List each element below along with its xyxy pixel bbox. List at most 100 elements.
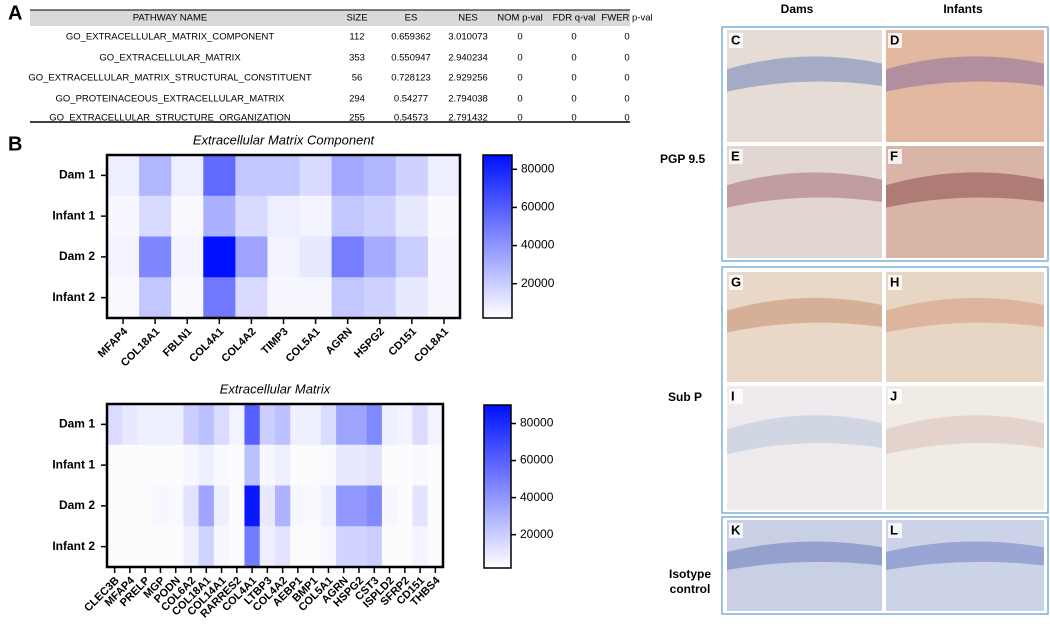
panel-letter: H (890, 274, 899, 289)
heatmap-cell (305, 485, 322, 527)
table-cell: 0 (624, 53, 629, 64)
heatmap-cell (427, 155, 461, 197)
panel-letter: L (890, 522, 898, 537)
heatmap-cell (363, 155, 397, 197)
heatmap-cell (267, 236, 300, 278)
heatmap-cell (168, 526, 184, 568)
column-header: Infants (943, 2, 983, 16)
colorbar-tick-label: 80000 (520, 416, 554, 430)
heatmap-cell (183, 404, 199, 446)
heatmap-cell (397, 526, 413, 568)
heatmap-cell (198, 444, 215, 486)
table-cell: GO_EXTRACELLULAR_MATRIX (99, 53, 241, 64)
row-label: Infant 2 (52, 539, 95, 553)
heatmap-cell (363, 195, 397, 237)
heatmap-cell (235, 195, 268, 237)
table-header: NOM p-val (497, 13, 542, 24)
table-cell: 0 (517, 53, 522, 64)
heatmap-cell (213, 404, 230, 446)
tissue-band (886, 56, 1044, 92)
tissue-band (727, 172, 882, 208)
table-cell: 3.010073 (448, 32, 488, 43)
colorbar-tick-label: 20000 (520, 527, 554, 541)
table: PATHWAY NAME SIZE ES NES NOM p-val FDR q-val F… (28, 13, 652, 124)
heatmap-cell (137, 526, 154, 568)
colorbar-tick-label: 60000 (521, 200, 555, 214)
column-label: AGRN (323, 326, 354, 357)
heatmap-cell (320, 526, 337, 568)
column-header: Dams (781, 2, 814, 16)
heatmap-cell (320, 485, 337, 527)
heatmap-cell (275, 404, 291, 446)
column-label: COL4A2 (219, 326, 258, 365)
tissue-band (886, 297, 1044, 333)
heatmap-cell (299, 277, 332, 319)
heatmap-cell (213, 526, 230, 568)
label-bg (888, 275, 902, 290)
heatmap-cell (198, 404, 215, 446)
heatmap-cell (363, 236, 397, 278)
heatmap-cell (107, 236, 140, 278)
panel-letter: G (731, 274, 741, 289)
heatmap-cell (427, 236, 461, 278)
heatmap-cell (267, 195, 300, 237)
heatmap-cell (275, 526, 291, 568)
heatmap-cell (351, 444, 367, 486)
heatmap-cell (213, 485, 230, 527)
heatmap-cell (244, 485, 261, 527)
column-label: COL4A1 (187, 326, 226, 365)
heatmap-cell (244, 526, 261, 568)
table-cell: 0 (571, 53, 576, 64)
table-header: FDR q-val (553, 13, 596, 24)
heatmap-cell (299, 195, 332, 237)
heatmaps: Extracellular Matrix Component Dam 1 Infan… (52, 132, 554, 620)
heatmap-cell (305, 526, 322, 568)
panel-letter: E (731, 148, 740, 163)
table-cell: 0 (624, 32, 629, 43)
table-cell: GO_EXTRACELLULAR_MATRIX_COMPONENT (66, 32, 275, 43)
heatmap-cell (168, 444, 184, 486)
label-bg (729, 389, 743, 404)
heatmap-cell (259, 485, 276, 527)
heatmap-cell (267, 155, 300, 197)
heatmap-cell (235, 236, 268, 278)
panel-label: B (8, 133, 22, 155)
table-cell: 0 (624, 73, 629, 84)
column-label: COL8A1 (412, 326, 451, 365)
heatmap-cell (427, 404, 444, 446)
text-line: Isotype (669, 567, 711, 581)
heatmap-cell (139, 277, 172, 319)
colorbar (483, 404, 512, 569)
colorbar-tick-label: 20000 (521, 276, 555, 290)
heatmap-cell (152, 444, 169, 486)
heatmap-cell (381, 526, 398, 568)
group-label: Isotype control (669, 567, 711, 596)
heatmap-cell (107, 485, 123, 527)
heatmap-cell (198, 485, 215, 527)
colorbar-tick-label: 80000 (521, 161, 555, 175)
heatmap-cell (299, 236, 332, 278)
heatmap-cell (351, 404, 367, 446)
heatmap-cell (213, 444, 230, 486)
heatmap-cell (331, 195, 365, 237)
table-cell: 0 (517, 73, 522, 84)
heatmap-cell (331, 236, 365, 278)
heatmap-cell (275, 444, 291, 486)
table-cell: 56 (352, 73, 363, 84)
heatmap-cell (427, 195, 461, 237)
row-label: Dam 1 (59, 417, 95, 431)
colorbar-tick-label: 40000 (521, 238, 555, 252)
heatmap-cell (229, 444, 245, 486)
heatmap-cell (427, 526, 444, 568)
table-cell: 2.791432 (448, 113, 488, 124)
heatmap-cell (198, 526, 215, 568)
heatmap-cell (366, 485, 383, 527)
heatmap-cell (331, 277, 365, 319)
heatmap-cell (259, 404, 276, 446)
heatmap-cell (229, 404, 245, 446)
tissue-band (727, 541, 882, 571)
heatmap-cell (203, 195, 236, 237)
heatmap-cell (427, 485, 444, 527)
heatmap-cell (183, 526, 199, 568)
heatmap-cell (203, 236, 236, 278)
